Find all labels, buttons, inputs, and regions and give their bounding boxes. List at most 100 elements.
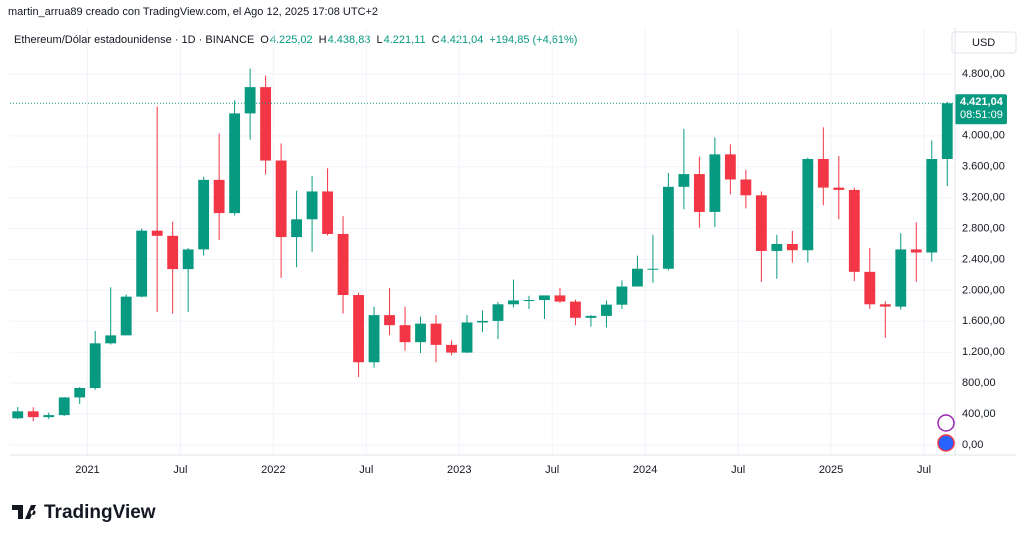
x-tick-label: 2024 — [633, 464, 657, 476]
candle-body — [879, 304, 891, 307]
candle-body — [616, 286, 628, 305]
candle-body — [229, 113, 241, 214]
candle-body — [477, 320, 488, 323]
candle-body — [368, 315, 380, 363]
candle-body — [740, 179, 752, 196]
candle-body — [601, 304, 612, 316]
plot: 0,00 400,00 800,00 1.200,00 1.600,00 2.000,00… — [10, 28, 1007, 476]
y-tick-label: 2.800,00 — [962, 222, 1005, 234]
candle-body — [306, 191, 318, 220]
candle-body — [182, 249, 194, 270]
candle-body — [167, 235, 179, 270]
candle-body — [120, 296, 132, 336]
candle-body — [585, 315, 597, 318]
y-tick-label: 1.600,00 — [962, 315, 1005, 327]
last-price-box — [955, 94, 1007, 125]
header-o: 4.225,02 — [270, 34, 313, 46]
candle-body — [631, 268, 643, 287]
candle-body — [523, 300, 535, 302]
candle-body — [693, 174, 705, 212]
candle-body — [492, 304, 504, 321]
candle-body — [198, 179, 210, 250]
candle-body — [539, 295, 550, 301]
event-icon[interactable] — [937, 414, 955, 432]
candle-body — [446, 344, 457, 353]
header-l: 4.221,11 — [384, 34, 426, 46]
candle-body — [786, 244, 798, 251]
logo: TradingView — [12, 502, 156, 523]
candle-body — [105, 335, 117, 344]
event-icon[interactable] — [937, 434, 955, 452]
header-symbol: Ethereum/Dólar estadounidense · 1D · BIN… — [14, 34, 254, 46]
x-tick-label: Jul — [359, 464, 373, 476]
candle-body — [461, 322, 473, 353]
x-tick-label: 2022 — [261, 464, 285, 476]
candle-body — [941, 103, 953, 159]
candle-body — [275, 160, 287, 238]
y-tick-label: 400,00 — [962, 408, 996, 420]
candle-body — [802, 158, 814, 251]
x-tick-label: Jul — [731, 464, 745, 476]
candle-body — [353, 295, 364, 363]
candle-body — [27, 411, 39, 418]
candle-body — [678, 174, 690, 187]
candle-body — [399, 325, 411, 343]
currency: USD — [972, 37, 995, 49]
y-tick-label: 3.200,00 — [962, 192, 1005, 204]
candle-body — [12, 411, 24, 419]
candle-body — [910, 249, 922, 253]
y-tick-label: 800,00 — [962, 377, 996, 389]
last-price-label: 4.421,04 — [960, 96, 1004, 108]
y-tick-label: 0,00 — [962, 439, 983, 451]
y-tick-label: 4.000,00 — [962, 130, 1005, 142]
y-tick-label: 1.200,00 — [962, 346, 1005, 358]
candle-body — [430, 323, 442, 345]
candle-body — [151, 230, 163, 236]
x-tick-label: Jul — [917, 464, 931, 476]
countdown: 08:51:09 — [960, 109, 1003, 121]
candle-body — [848, 189, 860, 272]
header-h-label: H — [319, 34, 327, 46]
candle-body — [337, 233, 349, 296]
candle-body — [817, 158, 829, 188]
x-tick-label: 2025 — [819, 464, 843, 476]
candle-body — [864, 271, 876, 305]
candle-body — [771, 244, 783, 251]
candle-body — [244, 87, 256, 114]
x-tick-label: Jul — [545, 464, 559, 476]
candle-body — [322, 191, 334, 234]
x-tick-label: 2023 — [447, 464, 471, 476]
candle-body — [709, 154, 721, 212]
y-tick-label: 4.800,00 — [962, 68, 1005, 80]
logo-mark — [12, 505, 36, 519]
candle-body — [260, 87, 272, 161]
candle-body — [136, 230, 148, 297]
logo-text: TradingView — [44, 502, 156, 523]
currency-box[interactable] — [951, 31, 1017, 54]
x-tick-label: Jul — [173, 464, 187, 476]
header-c-label: C — [432, 34, 440, 46]
candle-body — [662, 186, 674, 269]
candle-body — [755, 195, 767, 251]
header-l-label: L — [376, 34, 382, 46]
candle-body — [647, 268, 659, 270]
candle-body — [415, 323, 426, 343]
candle-body — [74, 387, 86, 398]
candle-body — [724, 154, 736, 180]
candle-body — [58, 397, 70, 416]
y-tick-label: 3.600,00 — [962, 161, 1005, 173]
candle-body — [291, 219, 303, 238]
header-c: 4.421,04 — [441, 34, 484, 46]
header-change: +194,85 (+4,61%) — [489, 34, 577, 46]
candle-body — [213, 179, 225, 214]
x-tick-label: 2021 — [75, 464, 99, 476]
credit: martin_arrua89 creado con TradingView.co… — [8, 6, 378, 18]
y-tick-label: 2.400,00 — [962, 253, 1005, 265]
candle-body — [89, 343, 101, 388]
candle-body — [554, 295, 566, 302]
header-o-label: O — [260, 34, 269, 46]
legend-header: Ethereum/Dólar estadounidense · 1D · BIN… — [14, 34, 577, 46]
candle-body — [508, 300, 519, 305]
